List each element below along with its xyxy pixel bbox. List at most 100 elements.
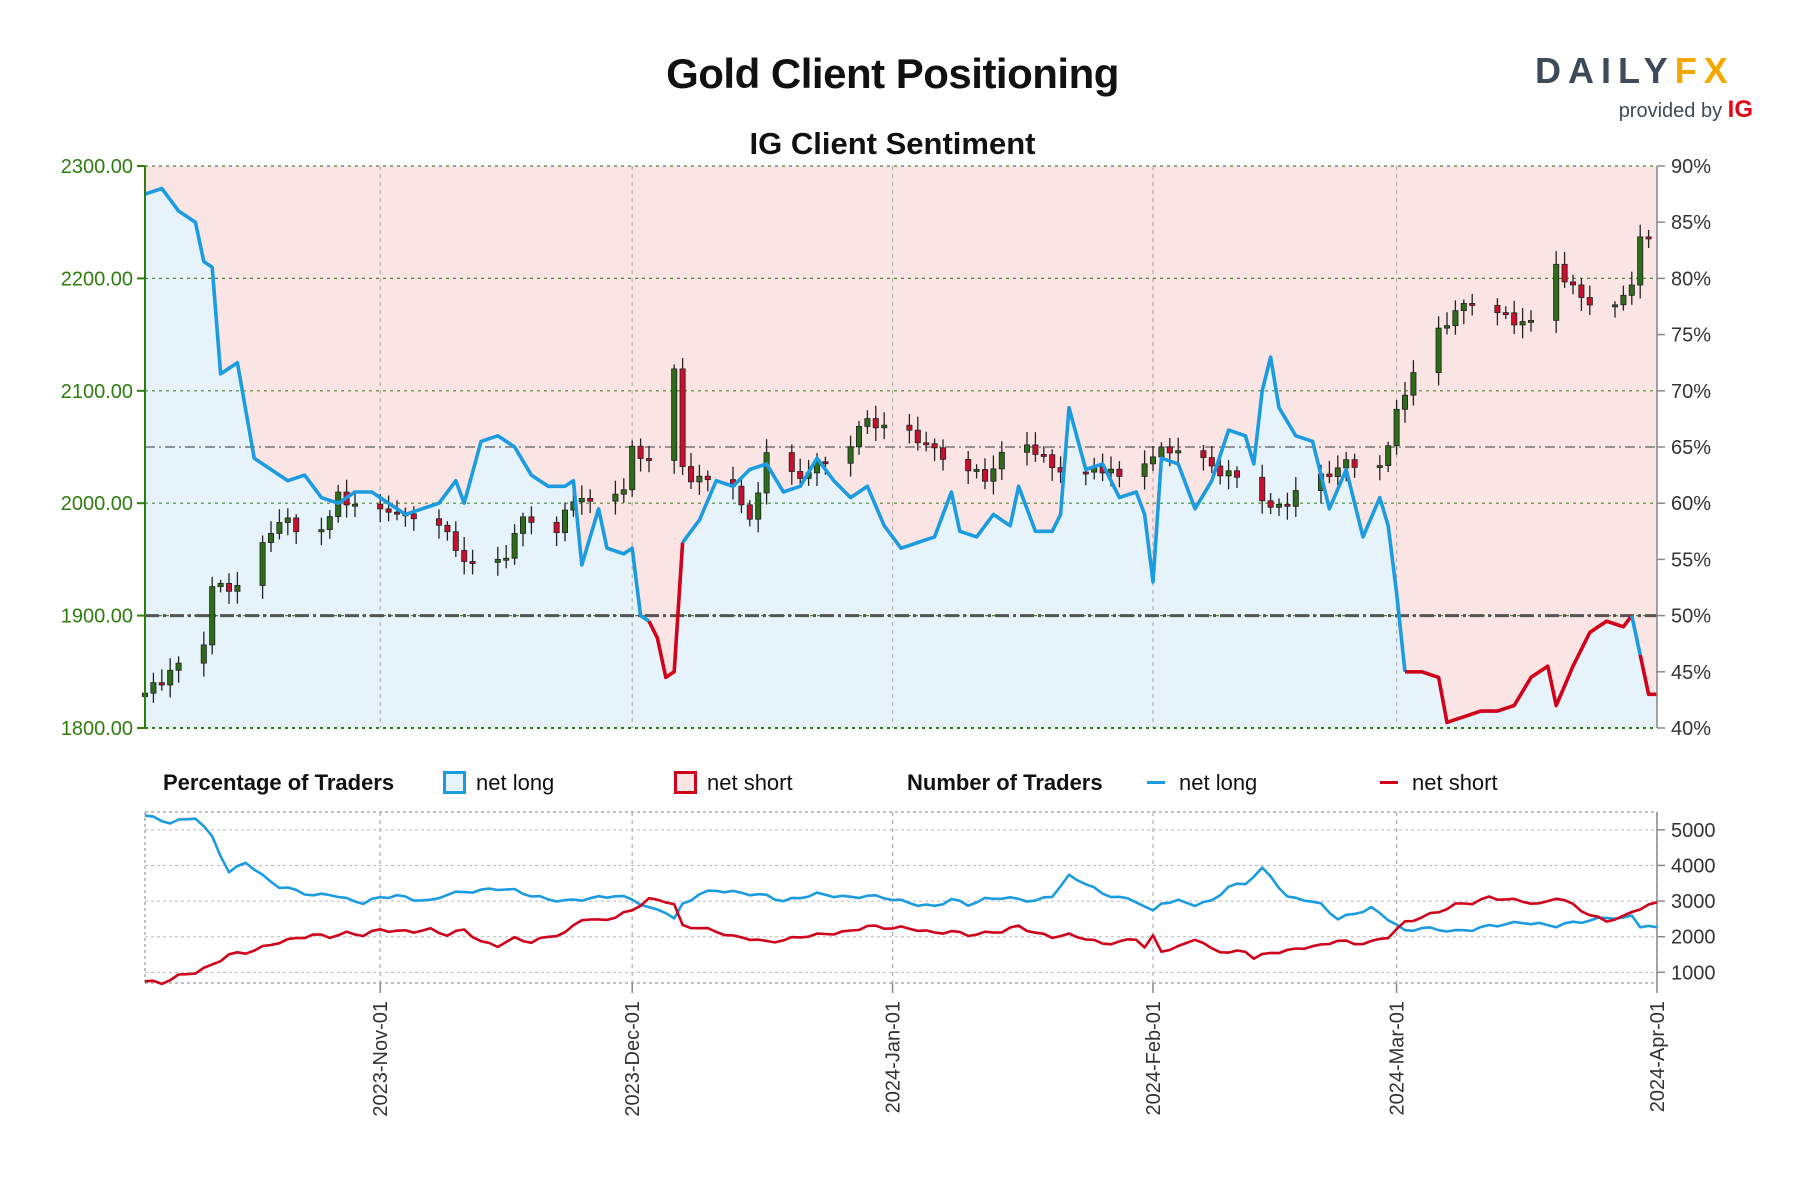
- candle-down: [385, 508, 392, 513]
- candle-down: [637, 445, 644, 459]
- candle-down: [452, 531, 459, 551]
- candle-down: [939, 447, 947, 460]
- candle-up: [612, 493, 619, 502]
- candle-up: [755, 492, 762, 520]
- candle-down: [1578, 284, 1585, 298]
- candle-up: [1435, 327, 1442, 373]
- legend-pct-net-short: net short: [674, 770, 793, 800]
- candle-up: [1343, 459, 1350, 469]
- candle-down: [1233, 470, 1241, 478]
- candle-up: [1443, 325, 1451, 329]
- candle-down: [923, 442, 930, 446]
- candle-up: [1527, 319, 1535, 323]
- candle-up: [503, 557, 510, 561]
- traders-tick-label: 2000: [1671, 927, 1716, 949]
- candle-up: [276, 522, 283, 534]
- candle-up: [259, 542, 266, 586]
- candle-down: [461, 550, 468, 562]
- candle-down: [1082, 471, 1089, 475]
- candle-up: [561, 509, 569, 534]
- candle-up: [990, 468, 997, 482]
- candle-up: [167, 669, 174, 686]
- candle-up: [1393, 408, 1400, 447]
- date-tick-label: 2023-Dec-01: [622, 1001, 644, 1117]
- candle-up: [494, 558, 501, 563]
- traders-tick-label: 5000: [1671, 820, 1716, 842]
- logo-ig-text: IG: [1727, 96, 1753, 123]
- net-long-line-swatch: [1147, 781, 1165, 784]
- candle-up: [620, 489, 627, 495]
- candle-down: [788, 452, 795, 472]
- candle-down: [1284, 503, 1291, 507]
- candle-down: [1511, 312, 1518, 326]
- candle-up: [578, 498, 585, 503]
- candle-down: [469, 561, 476, 564]
- candle-down: [1217, 465, 1224, 477]
- candle-up: [351, 503, 359, 507]
- candle-up: [1452, 310, 1459, 327]
- candle-up: [1385, 445, 1392, 466]
- dailyfx-logo: DAILYFX provided by IG: [1535, 52, 1755, 127]
- candle-up: [671, 368, 678, 461]
- candle-up: [234, 585, 241, 592]
- candle-up: [519, 516, 527, 534]
- candle-down: [1561, 263, 1568, 283]
- net-short-swatch: [674, 771, 697, 794]
- candle-down: [393, 511, 401, 515]
- date-tick-label: 2024-Apr-01: [1647, 1001, 1669, 1112]
- candle-up: [855, 425, 863, 448]
- net-short-pct-line: [1405, 614, 1634, 725]
- candle-up: [1149, 456, 1157, 465]
- logo-provided-by: provided by: [1618, 100, 1723, 122]
- sentiment-tick-label: 45%: [1671, 662, 1711, 684]
- candle-up: [1460, 303, 1467, 312]
- candle-down: [1502, 312, 1509, 315]
- candle-up: [267, 533, 275, 543]
- candle-down: [1116, 468, 1123, 477]
- candle-up: [175, 662, 182, 671]
- sentiment-tick-label: 65%: [1671, 437, 1711, 459]
- candle-down: [444, 524, 451, 533]
- sentiment-tick-label: 90%: [1671, 156, 1711, 178]
- candle-down: [377, 503, 384, 510]
- sentiment-tick-label: 40%: [1671, 718, 1711, 740]
- candle-up: [813, 461, 821, 474]
- logo-fx-text: FX: [1674, 50, 1735, 91]
- candle-up: [696, 475, 703, 483]
- net-long-swatch: [443, 771, 466, 794]
- candle-down: [587, 498, 594, 502]
- candle-down: [1032, 444, 1039, 455]
- candle-down: [914, 429, 921, 444]
- candle-down: [981, 469, 989, 482]
- candle-up: [284, 517, 291, 523]
- candle-up: [847, 446, 854, 464]
- chart-title: Gold Client Positioning: [666, 50, 1119, 97]
- sentiment-tick-label: 70%: [1671, 381, 1711, 403]
- candle-down: [1494, 304, 1501, 313]
- candle-up: [1620, 294, 1627, 306]
- candle-up: [150, 682, 157, 694]
- traders-net-short-line: [144, 895, 1658, 986]
- candle-up: [209, 586, 216, 646]
- candle-up: [973, 469, 980, 472]
- price-tick-label: 2200.00: [61, 268, 133, 290]
- candle-down: [1166, 446, 1173, 454]
- candle-down: [1469, 303, 1476, 306]
- candle-up: [1553, 263, 1560, 321]
- candle-down: [687, 466, 695, 483]
- candle-down: [931, 443, 938, 449]
- candle-down: [528, 516, 535, 523]
- price-tick-label: 2000.00: [61, 493, 133, 515]
- candle-down: [746, 504, 753, 520]
- candle-down: [1259, 476, 1266, 502]
- candle-down: [738, 485, 745, 506]
- candle-up: [1275, 503, 1283, 508]
- sentiment-tick-label: 85%: [1671, 212, 1711, 234]
- candle-down: [1351, 459, 1358, 468]
- candle-up: [881, 424, 888, 429]
- candle-up: [1334, 467, 1341, 477]
- candle-down: [704, 475, 711, 481]
- date-tick-label: 2023-Nov-01: [370, 1001, 392, 1117]
- date-tick-label: 2024-Mar-01: [1387, 1001, 1409, 1116]
- candle-down: [822, 461, 829, 465]
